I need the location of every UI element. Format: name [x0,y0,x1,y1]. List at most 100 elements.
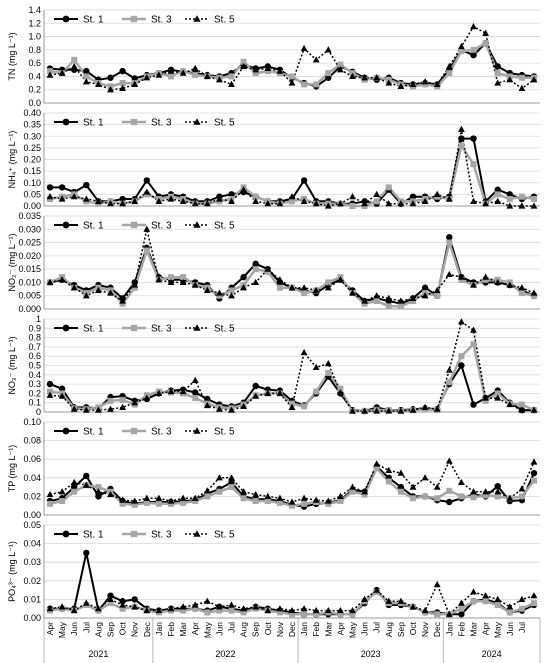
panel-2: 0.00 0.050.10 0.150.20 0.25 0.300.35 0.40 NH₄⁺… [7,108,540,211]
data-point [337,611,344,618]
x-tick-label: Dec [432,621,442,637]
data-point [409,603,417,610]
data-point [276,389,284,396]
legend: St. 1 St. 3 St. 5 [54,15,235,26]
y-tick-label: 0.3 [28,379,41,389]
data-point [397,82,405,89]
data-point [180,274,187,281]
y-tick-label: 0.00 [23,201,41,211]
data-point [252,197,260,204]
data-point [82,406,90,413]
data-point [373,465,380,472]
y-tick-label: 0.005 [18,291,41,301]
x-tick-label: Jun [69,622,79,636]
data-point [373,198,380,205]
y-tick-label: 0.02 [23,576,41,586]
data-point [119,601,126,608]
data-point [433,483,441,490]
y-tick-label: 0.6 [28,58,41,68]
data-point [482,200,489,207]
data-point [70,284,78,291]
data-point [421,78,429,85]
data-point [421,197,429,204]
legend-marker [130,118,138,126]
data-point [482,488,489,495]
data-point [506,76,514,83]
data-point [301,403,308,410]
data-point [155,197,163,204]
data-point [349,193,356,200]
data-point [458,599,465,606]
data-point [300,197,308,204]
y-tick-label: 0.020 [18,251,41,261]
data-point [71,483,78,491]
y-tick-label: 0.8 [28,333,41,343]
data-point [530,202,538,209]
data-point [264,498,271,505]
data-point [82,481,90,488]
year-label: 2021 [88,649,108,659]
legend-marker [62,427,70,435]
data-point [264,200,272,207]
data-point [119,200,126,207]
data-point [433,286,441,293]
data-point [191,494,199,501]
x-tick-label: Oct [408,621,418,635]
legend-label: St. 3 [151,221,172,232]
data-point [203,286,211,293]
y-tick-label: 0.00 [23,510,41,520]
data-point [518,284,526,291]
data-point [95,406,102,413]
legend-label: St. 3 [151,530,172,541]
data-point [58,195,66,202]
data-point [191,64,199,72]
data-point [300,494,308,501]
data-point [71,488,78,495]
data-point [252,490,260,498]
data-point [445,457,453,464]
data-point [167,195,175,202]
data-point [301,290,308,297]
legend-marker [62,118,70,126]
data-point [361,297,368,304]
data-point [95,605,102,612]
data-point [470,494,477,501]
data-point [506,196,513,203]
data-point [385,466,393,473]
x-tick-label: Oct [263,621,273,635]
data-point [276,499,283,506]
data-point [470,341,477,348]
data-point [203,597,211,604]
data-point [518,493,525,500]
data-point [433,80,441,87]
data-point [385,294,393,301]
data-point [410,298,416,305]
data-point [301,500,308,507]
x-tick-label: Jan [154,622,164,636]
y-tick-label: 0.015 [18,264,41,274]
data-point [82,292,90,299]
data-point [131,80,139,87]
data-point [58,392,66,399]
data-point [337,498,344,505]
x-tick-label: Mar [469,622,479,637]
data-point [494,488,502,495]
data-point [58,603,66,610]
data-point [518,193,525,200]
data-point [409,294,417,301]
y-tick-label: 1.0 [28,32,41,42]
data-point [95,80,102,87]
data-point [385,200,393,207]
data-point [313,81,320,88]
data-point [324,202,332,209]
data-point [155,71,163,78]
data-point [289,73,295,80]
data-point [228,607,235,614]
data-point [482,592,489,599]
legend-marker [193,530,201,537]
y-axis-label: NH₄⁺ (mg L⁻¹) [7,131,17,189]
data-point [82,599,90,606]
data-point [337,66,344,73]
data-point [240,273,247,281]
data-point [312,200,320,207]
